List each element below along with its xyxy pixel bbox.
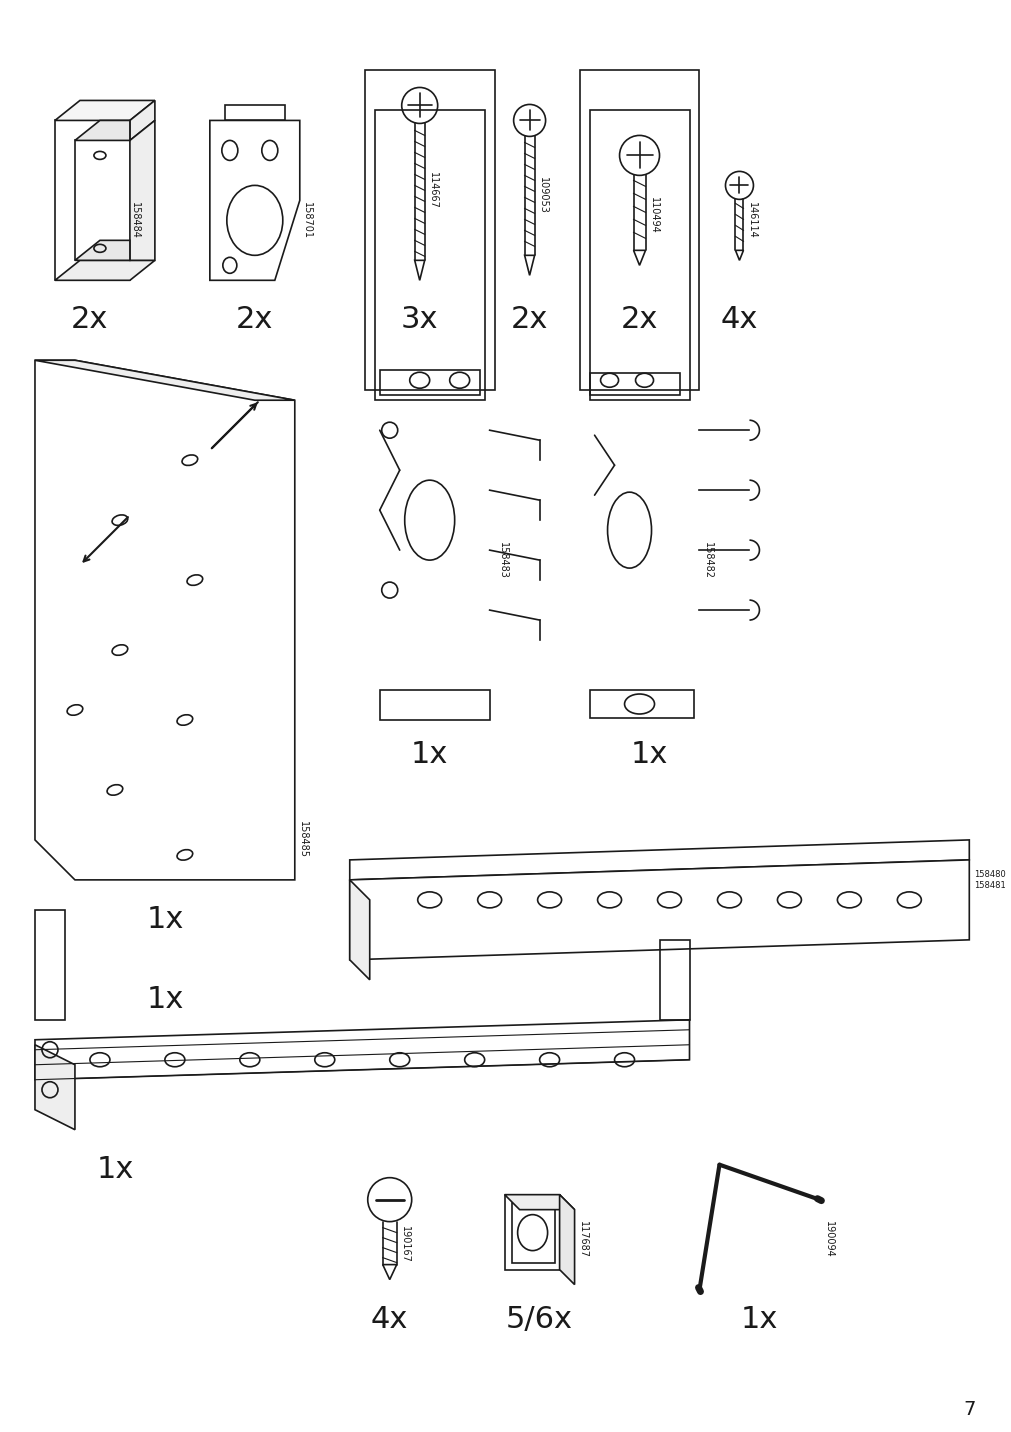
Bar [379,371,479,395]
Text: 7: 7 [962,1400,975,1419]
Text: 158485: 158485 [297,822,307,858]
Text: 190094: 190094 [824,1221,834,1257]
Text: 117687: 117687 [577,1221,587,1259]
Text: 158482: 158482 [702,541,712,579]
Polygon shape [524,255,534,275]
Text: 4x: 4x [371,1305,408,1333]
Bar [589,374,678,395]
Polygon shape [735,251,743,261]
Bar [374,110,484,400]
Text: 158484: 158484 [129,202,140,239]
Text: 2x: 2x [511,305,548,334]
Polygon shape [35,361,294,400]
Text: 158480
158481: 158480 158481 [974,871,1005,889]
Text: 158701: 158701 [301,202,311,239]
Polygon shape [350,841,969,879]
Polygon shape [75,241,129,261]
Polygon shape [35,1020,688,1080]
Text: 190167: 190167 [399,1226,409,1263]
Text: 114667: 114667 [428,172,438,209]
Bar [589,110,688,400]
Polygon shape [224,106,284,120]
Polygon shape [379,690,489,720]
Text: 1x: 1x [96,1154,133,1184]
Text: 146114: 146114 [746,202,755,239]
Text: 158483: 158483 [497,541,508,579]
Polygon shape [209,120,299,281]
Bar [364,70,494,391]
Polygon shape [129,100,155,140]
Bar [35,909,65,1020]
Polygon shape [35,1045,75,1130]
Bar [512,1203,554,1263]
Polygon shape [633,251,645,265]
Text: 2x: 2x [71,305,108,334]
Polygon shape [55,261,155,281]
Bar [579,70,699,391]
Text: 5/6x: 5/6x [506,1305,572,1333]
Polygon shape [35,361,294,879]
Text: 1x: 1x [410,740,448,769]
Text: 1x: 1x [146,985,183,1014]
Polygon shape [350,859,969,959]
Polygon shape [350,879,369,979]
Polygon shape [415,261,425,281]
Polygon shape [129,120,155,261]
Bar [659,939,688,1020]
Polygon shape [382,1264,396,1280]
Polygon shape [589,690,694,717]
Polygon shape [559,1194,574,1285]
Text: 109053: 109053 [537,178,547,213]
Text: 4x: 4x [720,305,757,334]
Text: 3x: 3x [400,305,438,334]
Polygon shape [55,120,129,281]
Text: 2x: 2x [236,305,273,334]
Text: 2x: 2x [620,305,657,334]
Polygon shape [75,120,129,140]
Text: 1x: 1x [740,1305,777,1333]
Polygon shape [55,100,155,120]
Polygon shape [504,1194,574,1210]
Text: 110494: 110494 [648,198,658,233]
Text: 1x: 1x [146,905,183,934]
Text: 1x: 1x [630,740,667,769]
Polygon shape [504,1194,559,1270]
